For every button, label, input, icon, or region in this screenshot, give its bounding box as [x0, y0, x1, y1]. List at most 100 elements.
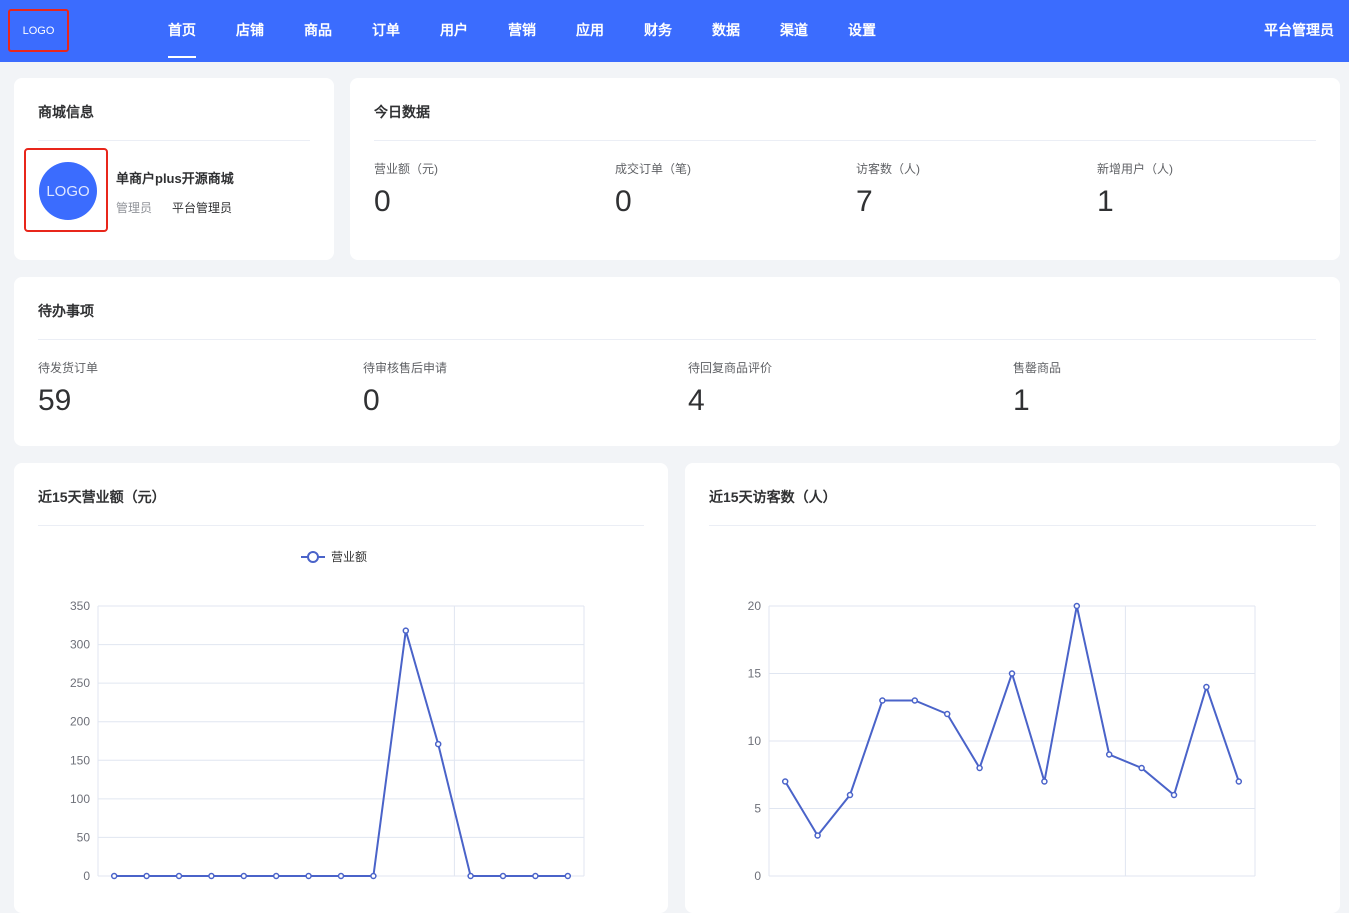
role-label: 管理员 [116, 201, 153, 215]
stat-label: 访客数（人) [856, 162, 920, 176]
stat-item[interactable]: 成交订单（笔) 0 [615, 160, 691, 219]
nav-item[interactable]: 订单 [372, 22, 400, 38]
stat-label: 售罄商品 [1013, 361, 1062, 375]
nav-item[interactable]: 用户 [440, 22, 468, 38]
stat-value: 1 [1097, 185, 1114, 218]
data-point [143, 872, 150, 880]
nav-item[interactable]: 财务 [644, 22, 672, 38]
stat-item[interactable]: 待审核售后申请 0 [363, 359, 447, 418]
stat-value: 0 [363, 384, 380, 417]
divider [38, 339, 1316, 340]
header-logo[interactable]: LOGO [8, 9, 69, 52]
data-point [846, 791, 854, 799]
data-point [402, 627, 410, 634]
shop-logo[interactable]: LOGO [39, 162, 97, 220]
stat-item[interactable]: 新增用户（人) 1 [1097, 160, 1173, 219]
series-line [784, 605, 1240, 838]
stat-item[interactable]: 访客数（人) 7 [856, 160, 920, 219]
stat-label: 营业额（元) [374, 162, 438, 176]
y-tick-label: 20 [748, 599, 762, 613]
stat-label: 待发货订单 [38, 361, 99, 375]
data-point [532, 872, 539, 880]
y-tick-label: 100 [70, 792, 90, 806]
data-point [1105, 751, 1113, 758]
stat-label: 待审核售后申请 [363, 361, 448, 375]
data-point [814, 832, 821, 839]
stat-value: 4 [688, 384, 705, 417]
divider [374, 140, 1316, 141]
today-data-card: 今日数据 营业额（元) 0 成交订单（笔) 0 访客数（人) 7 新增用户（人) 1 [350, 78, 1340, 260]
revenue-chart-card: 近15天营业额（元） 0 50 100 150 200 250 300 350 营业额 [14, 463, 668, 913]
y-tick-label: 0 [754, 869, 761, 883]
data-point [1138, 764, 1145, 772]
nav-item[interactable]: 首页 [148, 0, 216, 62]
visitor-chart-card: 近15天访客数（人） 0 5 10 15 20 [685, 463, 1340, 913]
stat-value: 0 [615, 185, 632, 218]
divider [38, 140, 310, 141]
y-tick-label: 350 [70, 599, 90, 613]
main-nav: 首页 店铺 商品 订单 用户 营销 应用 财务 数据 渠道 设置 [148, 0, 896, 62]
y-tick-label: 50 [77, 830, 91, 844]
nav-item[interactable]: 商品 [304, 22, 332, 38]
stat-item[interactable]: 营业额（元) 0 [374, 160, 438, 219]
data-point [1041, 778, 1048, 785]
nav-item[interactable]: 店铺 [236, 22, 264, 38]
shop-logo-frame: LOGO [24, 148, 108, 232]
data-point [434, 740, 442, 748]
nav-item[interactable]: 设置 [848, 22, 876, 38]
stat-item[interactable]: 售罄商品 1 [1013, 359, 1061, 418]
user-menu[interactable]: 平台管理员 [1264, 22, 1334, 38]
data-point [1073, 602, 1081, 610]
nav-item[interactable]: 渠道 [780, 22, 808, 38]
data-point [370, 872, 377, 880]
stat-label: 成交订单（笔) [615, 162, 691, 176]
y-tick-label: 15 [748, 667, 762, 681]
legend-marker [307, 551, 319, 563]
visitor-line-chart: 0 5 10 15 20 [748, 599, 1256, 883]
stat-value: 59 [38, 384, 72, 417]
y-tick-label: 5 [754, 802, 761, 816]
revenue-line-chart: 0 50 100 150 200 250 300 350 营业额 [70, 550, 585, 883]
data-point [911, 697, 919, 704]
stat-label: 新增用户（人) [1097, 162, 1173, 176]
nav-item[interactable]: 数据 [712, 22, 740, 38]
data-point [943, 710, 951, 718]
divider [38, 525, 644, 526]
data-point [240, 872, 248, 880]
stat-value: 0 [374, 185, 391, 218]
nav-item[interactable]: 营销 [508, 22, 536, 38]
shop-name: 单商户plus开源商城 [116, 171, 234, 186]
data-point [175, 872, 183, 880]
series-line [114, 630, 568, 877]
y-tick-label: 250 [70, 676, 90, 690]
todo-card: 待办事项 待发货订单 59 待审核售后申请 0 待回复商品评价 4 售罄商品 1 [14, 277, 1340, 446]
top-header: LOGO 首页 店铺 商品 订单 用户 营销 应用 财务 数据 渠道 设置 平台管理员 [0, 0, 1349, 62]
y-tick-label: 150 [70, 753, 90, 767]
data-point [564, 872, 572, 880]
stat-item[interactable]: 待发货订单 59 [38, 359, 98, 418]
stat-item[interactable]: 待回复商品评价 4 [688, 359, 772, 418]
data-point [467, 872, 474, 880]
data-point [879, 697, 886, 704]
y-tick-label: 200 [70, 715, 90, 729]
data-point [976, 764, 983, 772]
data-point [1008, 670, 1016, 677]
data-point [110, 872, 118, 880]
divider [709, 525, 1316, 526]
card-title: 近15天营业额（元） [38, 489, 166, 505]
stat-label: 待回复商品评价 [688, 361, 773, 375]
data-point [272, 872, 280, 880]
card-title: 待办事项 [38, 303, 94, 319]
nav-item[interactable]: 应用 [576, 22, 604, 38]
card-title: 今日数据 [374, 104, 430, 120]
y-tick-label: 300 [70, 638, 90, 652]
data-point [1170, 791, 1178, 799]
card-title: 商城信息 [38, 104, 94, 120]
card-title: 近15天访客数（人） [709, 489, 837, 505]
y-tick-label: 10 [748, 734, 762, 748]
data-point [208, 872, 215, 880]
data-point [305, 872, 312, 880]
data-point [781, 778, 789, 785]
data-point [337, 872, 345, 880]
stat-value: 7 [856, 185, 873, 218]
